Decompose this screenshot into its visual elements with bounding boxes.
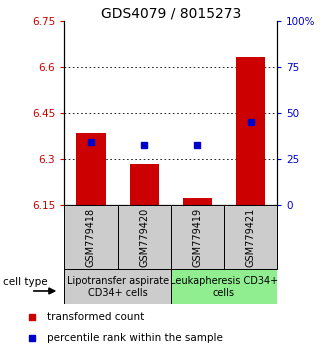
Bar — [171, 205, 224, 269]
Text: GSM779421: GSM779421 — [246, 207, 256, 267]
Text: percentile rank within the sample: percentile rank within the sample — [47, 332, 223, 343]
Text: GSM779420: GSM779420 — [139, 207, 149, 267]
Bar — [183, 198, 212, 205]
Bar — [171, 269, 277, 304]
Text: transformed count: transformed count — [47, 312, 145, 322]
Bar — [236, 57, 265, 205]
Text: Leukapheresis CD34+
cells: Leukapheresis CD34+ cells — [170, 276, 278, 298]
Bar — [117, 205, 171, 269]
Bar — [64, 269, 171, 304]
Bar — [224, 205, 277, 269]
Text: GSM779419: GSM779419 — [192, 207, 202, 267]
Text: GSM779418: GSM779418 — [86, 207, 96, 267]
Title: GDS4079 / 8015273: GDS4079 / 8015273 — [101, 6, 241, 20]
Bar — [76, 133, 106, 205]
Text: Lipotransfer aspirate
CD34+ cells: Lipotransfer aspirate CD34+ cells — [67, 276, 169, 298]
Bar — [64, 205, 117, 269]
Bar — [130, 164, 159, 205]
Text: cell type: cell type — [3, 277, 48, 287]
